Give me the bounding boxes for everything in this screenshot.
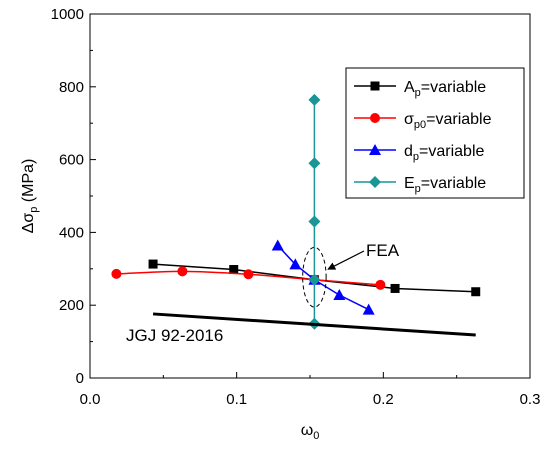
- legend-swatch-marker: [369, 176, 381, 188]
- legend-swatch-marker: [370, 81, 380, 91]
- legend-swatch-marker: [370, 113, 380, 123]
- legend-label: σp0=variable: [404, 111, 492, 131]
- legend-label: Ap=variable: [404, 79, 486, 99]
- reference-line-label: JGJ 92-2016: [126, 326, 223, 345]
- data-point: [333, 289, 346, 301]
- data-point: [111, 268, 122, 279]
- data-point: [362, 303, 375, 315]
- reference-line: [152, 312, 476, 337]
- legend-item: Ap=variable: [354, 79, 486, 99]
- data-point: [390, 283, 400, 293]
- legend: Ap=variable σp0=variable dp=variable Ep=var…: [345, 67, 525, 199]
- data-point: [148, 259, 158, 269]
- legend-item: dp=variable: [354, 143, 485, 163]
- legend-item: σp0=variable: [354, 111, 492, 131]
- data-point: [289, 258, 302, 270]
- data-point: [308, 273, 321, 286]
- series-layer: [111, 93, 481, 330]
- x-tick-label: 0.3: [520, 391, 541, 408]
- reference-layer: JGJ 92-2016: [126, 312, 476, 345]
- y-axis-subscript: p: [28, 207, 40, 213]
- series-diamond: [308, 93, 321, 330]
- svg-text:Δσp (MPa): Δσp (MPa): [20, 159, 40, 234]
- series-circle: [111, 266, 386, 290]
- annotation-layer: FEA: [302, 241, 400, 308]
- data-point: [308, 157, 321, 170]
- x-tick-label: 0.2: [373, 391, 394, 408]
- y-tick-label: 0: [76, 370, 84, 387]
- y-tick-label: 200: [59, 297, 84, 314]
- fea-arrow: [327, 250, 365, 270]
- y-tick-label: 400: [59, 224, 84, 241]
- y-axis-unit: (MPa): [20, 159, 37, 207]
- legend-swatch-marker: [369, 144, 381, 155]
- legend-label: dp=variable: [404, 143, 485, 163]
- x-axis-title: ω0: [301, 422, 320, 442]
- x-axis-symbol: ω: [301, 422, 314, 439]
- legend-label: Ep=variable: [404, 175, 486, 195]
- data-point: [177, 266, 188, 277]
- data-point: [471, 287, 481, 297]
- y-tick-label: 800: [59, 79, 84, 96]
- y-tick-label: 600: [59, 152, 84, 169]
- x-tick-label: 0.0: [80, 391, 101, 408]
- data-point: [243, 269, 254, 280]
- fea-highlight-ellipse: [302, 246, 327, 308]
- x-axis-ticks: 0.0 0.1 0.2 0.3: [80, 372, 541, 408]
- y-axis-ticks: 0 200 400 600 800 1000: [51, 6, 96, 387]
- legend-item: Ep=variable: [354, 175, 486, 195]
- data-point: [229, 265, 239, 275]
- plot-area: 0.0 0.1 0.2 0.3 0 200 400 600 800 1000 JGJ 92-20…: [51, 6, 541, 408]
- data-point: [308, 215, 321, 228]
- data-point: [375, 279, 386, 290]
- x-axis-subscript: 0: [313, 430, 319, 442]
- svg-text:ω0: ω0: [301, 422, 320, 442]
- data-point: [271, 239, 284, 251]
- x-tick-label: 0.1: [226, 391, 247, 408]
- y-tick-label: 1000: [51, 6, 84, 23]
- y-axis-title: Δσp (MPa): [20, 159, 40, 234]
- data-point: [308, 93, 321, 106]
- y-axis-symbol: Δσ: [20, 213, 37, 234]
- fea-label: FEA: [366, 241, 400, 260]
